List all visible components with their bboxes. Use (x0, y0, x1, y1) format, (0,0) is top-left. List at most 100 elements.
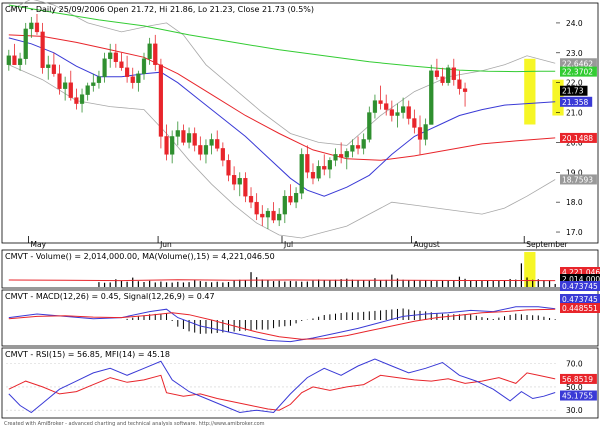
candle-body (34, 22, 40, 33)
candle-body (389, 109, 394, 116)
volume-tag: 2,014,000 (562, 275, 600, 284)
price-tick-label: 23.0 (566, 49, 583, 58)
candle-body (113, 52, 118, 62)
ma-mid-line (8, 34, 556, 161)
price-tick-label: 19.0 (566, 168, 583, 177)
price-tick-label: 22.0 (566, 79, 583, 88)
price-tick-label: 24.0 (566, 19, 583, 28)
candle-body (265, 210, 271, 218)
candle-body (367, 112, 372, 140)
candle-body (12, 55, 17, 65)
candle-body (446, 67, 451, 83)
candle-body (23, 28, 28, 59)
candle-body (96, 76, 102, 83)
candle-body (68, 82, 73, 98)
candle-body (237, 178, 242, 185)
candle-body (440, 76, 445, 83)
candle-body (147, 43, 152, 59)
candle-body (57, 73, 62, 89)
candle-body (412, 118, 417, 128)
candle-body (170, 136, 175, 155)
candle-body (423, 124, 428, 140)
volume-tag: 0.473745 (562, 282, 598, 291)
volume-title: CMVT - Volume() = 2,014,000.00, MA(Volum… (5, 252, 275, 261)
candle-body (226, 160, 231, 176)
candle-body (378, 100, 383, 104)
candle-body (186, 133, 192, 143)
lower-band-line (8, 64, 556, 239)
candle-body (6, 55, 11, 65)
candle-body (395, 112, 400, 116)
candle-body (327, 160, 332, 170)
candle-body (451, 67, 456, 80)
mfi-tag: 45.1755 (562, 392, 593, 401)
price-tick-label: 21.0 (566, 109, 583, 118)
macd-tag-bg (560, 294, 600, 304)
month-label: September (526, 240, 568, 249)
candle-body (164, 136, 169, 155)
footer-credit: Created with AmiBroker - advanced charti… (4, 421, 265, 427)
candle-body (417, 127, 423, 140)
candle-body (322, 166, 327, 170)
month-label: August (414, 240, 440, 249)
price-tag: 22.3702 (562, 68, 593, 77)
price-tag: 18.7593 (562, 175, 593, 184)
candle-body (384, 103, 389, 110)
candle-body (215, 139, 220, 149)
candle-body (350, 145, 355, 152)
candle-body (361, 139, 366, 149)
candle-body (74, 97, 79, 104)
price-tag-bg (560, 96, 593, 107)
candle-body (406, 106, 411, 119)
candle-body (203, 145, 209, 155)
candle-body (125, 67, 130, 77)
rsi-tick-label: 50.0 (566, 383, 583, 392)
volume-tag: 4,221,046 (562, 268, 600, 277)
rsi-tick-label: 30.0 (566, 406, 583, 415)
candle-body (248, 195, 254, 203)
candle-body (29, 22, 34, 30)
macd-title: CMVT - MACD(12,26) = 0.45, Signal(12,26,… (5, 292, 215, 301)
candle-body (108, 52, 113, 59)
candle-body (192, 133, 197, 146)
signal-line (8, 308, 556, 340)
volume-tag-bg (560, 267, 600, 277)
candle-body (288, 195, 293, 203)
candle-body (220, 148, 225, 161)
macd-tag: 0.448551 (562, 304, 598, 313)
highlight-box (552, 79, 564, 116)
candle-body (277, 213, 282, 221)
mfi-tag-bg (560, 390, 597, 401)
volume-highlight (524, 252, 536, 287)
candle-body (102, 58, 107, 77)
price-title: CMVT - Daily 25/09/2006 Open 21.72, Hi 2… (5, 5, 314, 14)
candle-body (462, 88, 468, 92)
candle-body (299, 154, 304, 194)
macd-tag-bg (560, 303, 600, 313)
rsi-tag: 56.8519 (562, 375, 593, 384)
candle-body (209, 139, 214, 146)
month-label: Jul (283, 240, 293, 249)
candle-body (293, 192, 299, 203)
candle-body (153, 43, 158, 65)
volume-ma-line (8, 279, 556, 282)
candle-body (434, 70, 439, 77)
rsi-panel-frame (1, 347, 599, 419)
candle-body (158, 64, 163, 137)
upper-band-line (8, 0, 556, 146)
candle-body (175, 130, 180, 137)
candle-body (260, 213, 265, 218)
candle-body (344, 151, 349, 158)
candle-body (310, 172, 316, 179)
candle-body (271, 210, 276, 221)
candle-body (316, 166, 321, 179)
mfi-line (8, 358, 556, 414)
rsi-tick-label: 70.0 (566, 360, 583, 369)
candle-body (355, 145, 361, 149)
ma-long-line (8, 4, 556, 73)
month-label: Jun (159, 240, 172, 249)
